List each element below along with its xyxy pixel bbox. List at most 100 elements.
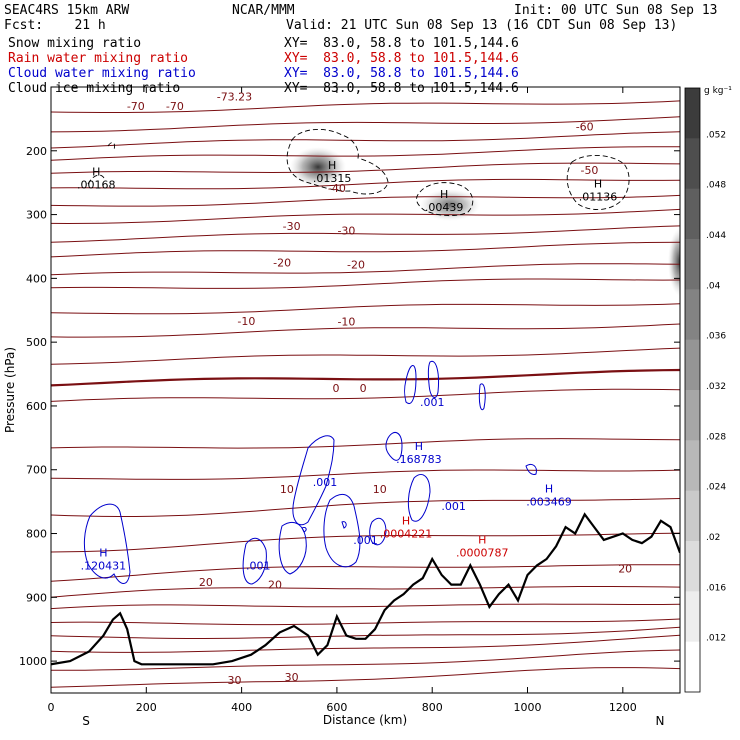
field-xy-snow: XY= 83.0, 58.8 to 101.5,144.6	[284, 36, 519, 51]
isotherm-label: 10	[373, 483, 387, 496]
isotherm-line	[51, 532, 680, 553]
isotherm-label: -20	[347, 258, 365, 271]
isotherm-label: 0	[332, 382, 339, 395]
x-tick-label: 1200	[609, 701, 637, 714]
isotherm-line	[51, 323, 680, 338]
center-label: NCAR/MMM	[232, 3, 295, 18]
cloud-water-label: .001	[313, 476, 338, 489]
isotherm-label: -20	[273, 256, 291, 269]
maximum-value: .01136	[579, 191, 618, 204]
isotherm-label: -50	[580, 164, 598, 177]
maximum-marker: H	[328, 159, 336, 172]
north-label: N	[656, 714, 665, 728]
colorbar-tick-label: .016	[706, 583, 726, 593]
y-tick-label: 200	[26, 145, 47, 158]
colorbar-cell	[685, 440, 700, 492]
isotherm-label: -70	[127, 100, 145, 113]
x-tick-label: 1000	[514, 701, 542, 714]
terrain-line	[51, 512, 680, 666]
isotherm-line	[51, 303, 680, 315]
isotherm-line	[51, 667, 680, 688]
y-tick-label: 500	[26, 336, 47, 349]
maximum-value: .168783	[396, 453, 442, 466]
isotherm-line	[51, 162, 680, 174]
x-tick-label: 200	[136, 701, 157, 714]
isotherm-label: -30	[337, 225, 355, 238]
y-tick-label: 1000	[19, 655, 47, 668]
maximum-marker: H	[415, 440, 423, 453]
contour-labels: -73.23 -70 -70 -60 -50 -40 -30 -30 -20 -20 -10 -10 0…	[77, 91, 632, 688]
isotherm-label: -10	[337, 316, 355, 329]
colorbar-cell	[685, 239, 700, 290]
isotherm-label: -30	[283, 220, 301, 233]
maximum-value: .01315	[313, 172, 352, 185]
colorbar-cell	[685, 339, 700, 391]
isotherm-label: 10	[280, 483, 294, 496]
y-tick-label: 900	[26, 591, 47, 604]
y-tick-label: 700	[26, 464, 47, 477]
isotherm-line	[51, 469, 680, 480]
maximum-value: .0000787	[456, 547, 509, 560]
colorbar-tick-label: .048	[706, 181, 726, 191]
colorbar-tick-label: .04	[706, 281, 721, 291]
colorbar-frame	[684, 87, 701, 693]
colorbar-tick-label: .012	[706, 634, 726, 644]
colorbar-unit: g kg⁻¹	[704, 86, 732, 96]
cloud-water-label: .001	[441, 500, 466, 513]
colorbar-cell	[685, 490, 700, 542]
field-xy-cloud-water: XY= 83.0, 58.8 to 101.5,144.6	[284, 66, 519, 81]
x-tick-label: 400	[231, 701, 252, 714]
cloud-water-label: .001	[420, 396, 445, 409]
isotherm-label: -60	[576, 121, 594, 134]
isotherm-line	[51, 564, 680, 582]
isotherm-label: 30	[285, 671, 299, 684]
maximum-marker: H	[594, 178, 602, 191]
y-axis-label: Pressure (hPa)	[3, 347, 17, 433]
field-name-snow: Snow mixing ratio	[8, 36, 142, 51]
colorbar: .052 .048 .044 .04 .036 .032 .028 .024 .02 .016 .0…	[684, 87, 726, 693]
colorbar-tick-label: .02	[706, 533, 720, 543]
colorbar-tick-label: .044	[706, 231, 726, 241]
init-label: Init: 00 UTC Sun 08 Sep 13	[514, 3, 718, 18]
colorbar-cell	[685, 641, 700, 693]
isotherm-line	[51, 225, 680, 243]
model-label: SEAC4RS 15km ARW	[4, 3, 130, 18]
maximum-marker: H	[99, 546, 107, 559]
field-xy-rain: XY= 83.0, 58.8 to 101.5,144.6	[284, 51, 519, 66]
isotherm-line	[51, 146, 680, 161]
isotherm-line	[51, 498, 680, 517]
colorbar-cell	[685, 591, 700, 643]
maximum-marker: H	[402, 514, 410, 527]
cloud-water-label: .001	[246, 559, 271, 572]
colorbar-cell	[685, 188, 700, 240]
isotherm-line	[51, 388, 680, 402]
x-tick-label: 600	[326, 701, 347, 714]
colorbar-cell	[685, 541, 700, 592]
field-xy-cloud-ice: XY= 83.0, 58.8 to 101.5,144.6	[284, 81, 519, 96]
colorbar-tick-label: .032	[706, 382, 726, 392]
isotherm-line	[51, 100, 680, 113]
temperature-isotherms	[51, 100, 680, 688]
south-label: S	[82, 714, 90, 728]
cloud-ice-contours	[87, 129, 630, 217]
isotherm-label: 20	[618, 563, 632, 576]
isotherm-line	[51, 263, 680, 276]
isotherm-label: 30	[227, 674, 241, 687]
isotherm-line	[51, 438, 680, 449]
y-tick-label: 600	[26, 400, 47, 413]
colorbar-tick-label: .024	[706, 483, 726, 493]
field-name-cloud-water: Cloud water mixing ratio	[8, 66, 196, 81]
colorbar-cell	[685, 88, 700, 139]
isotherm-label: 20	[199, 576, 213, 589]
maximum-value: .0004221	[380, 527, 433, 540]
cloud-water-label: .001	[353, 534, 378, 547]
y-tick-label: 400	[26, 272, 47, 285]
x-tick-label: 800	[422, 701, 443, 714]
colorbar-cell	[685, 289, 700, 341]
isotherm-line	[51, 116, 680, 133]
y-tick-label: 300	[26, 209, 47, 222]
colorbar-tick-label: .052	[706, 130, 726, 140]
isotherm-line	[51, 649, 680, 671]
isotherm-line	[51, 194, 680, 207]
